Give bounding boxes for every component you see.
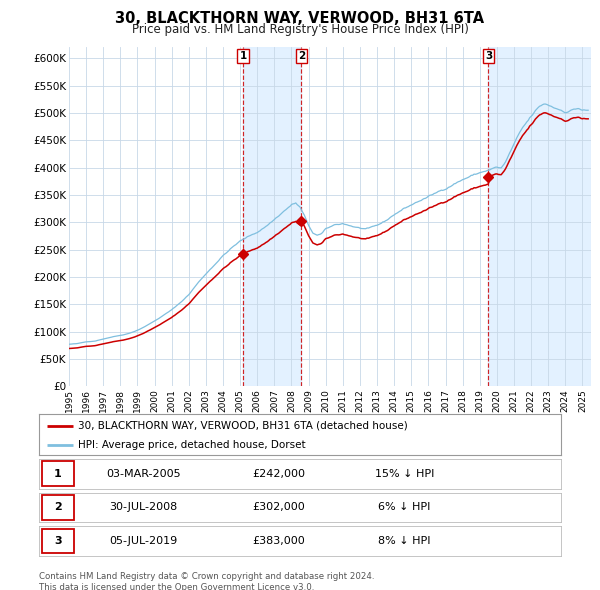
Text: 05-JUL-2019: 05-JUL-2019 (109, 536, 178, 546)
FancyBboxPatch shape (41, 461, 74, 486)
Text: HPI: Average price, detached house, Dorset: HPI: Average price, detached house, Dors… (78, 440, 306, 450)
Text: Price paid vs. HM Land Registry's House Price Index (HPI): Price paid vs. HM Land Registry's House … (131, 23, 469, 36)
Text: 30, BLACKTHORN WAY, VERWOOD, BH31 6TA (detached house): 30, BLACKTHORN WAY, VERWOOD, BH31 6TA (d… (78, 421, 408, 431)
Text: 2: 2 (54, 503, 62, 512)
Text: £383,000: £383,000 (253, 536, 305, 546)
FancyBboxPatch shape (41, 529, 74, 553)
Text: 30-JUL-2008: 30-JUL-2008 (109, 503, 178, 512)
Text: 6% ↓ HPI: 6% ↓ HPI (378, 503, 431, 512)
Text: 2: 2 (298, 51, 305, 61)
FancyBboxPatch shape (41, 495, 74, 520)
Bar (243, 47, 301, 386)
Bar (488, 47, 591, 386)
Text: 3: 3 (485, 51, 492, 61)
Text: 8% ↓ HPI: 8% ↓ HPI (378, 536, 431, 546)
Text: 1: 1 (239, 51, 247, 61)
Text: £242,000: £242,000 (253, 469, 305, 478)
Text: 1: 1 (54, 469, 62, 478)
Text: £302,000: £302,000 (253, 503, 305, 512)
Text: 30, BLACKTHORN WAY, VERWOOD, BH31 6TA: 30, BLACKTHORN WAY, VERWOOD, BH31 6TA (115, 11, 485, 26)
Text: 03-MAR-2005: 03-MAR-2005 (106, 469, 181, 478)
Text: This data is licensed under the Open Government Licence v3.0.: This data is licensed under the Open Gov… (39, 583, 314, 590)
Text: 15% ↓ HPI: 15% ↓ HPI (375, 469, 434, 478)
Text: 3: 3 (54, 536, 62, 546)
Text: Contains HM Land Registry data © Crown copyright and database right 2024.: Contains HM Land Registry data © Crown c… (39, 572, 374, 581)
